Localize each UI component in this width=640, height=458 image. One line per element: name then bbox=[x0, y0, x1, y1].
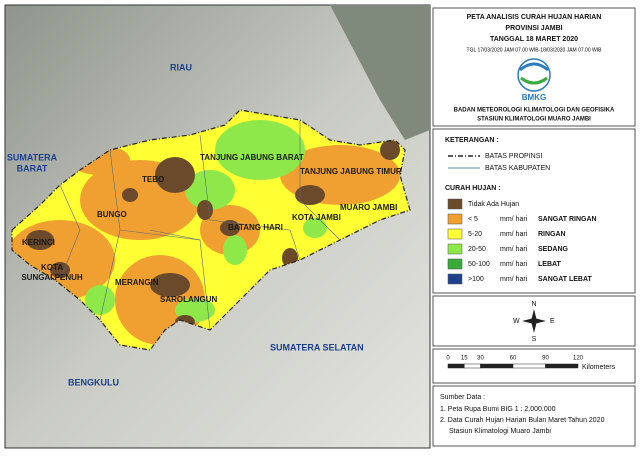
legend-unit: mm/ hari bbox=[500, 246, 528, 253]
legend-swatch bbox=[447, 273, 463, 285]
source-line: Stasiun Klimatologi Muaro Jambi bbox=[449, 428, 551, 435]
legend-range: < 5 bbox=[468, 216, 478, 223]
scale-unit: Kilometers bbox=[582, 364, 616, 371]
legend-swatch bbox=[447, 258, 463, 270]
legend-subtitle: CURAH HUJAN : bbox=[445, 185, 501, 192]
legend-class: RINGAN bbox=[538, 231, 566, 238]
scale-segment bbox=[480, 363, 514, 369]
title: PROVINSI JAMBI bbox=[505, 25, 562, 32]
source-box bbox=[432, 385, 636, 447]
legend-entry: BATAS KABUPATEN bbox=[485, 165, 550, 172]
scale-segment bbox=[464, 363, 481, 369]
legend-class: SANGAT LEBAT bbox=[538, 276, 593, 283]
label: BUNGO bbox=[97, 210, 127, 219]
title: PETA ANALISIS CURAH HUJAN HARIAN bbox=[467, 14, 602, 21]
legend-range: 50-100 bbox=[468, 261, 490, 268]
label: TANJUNG JABUNG BARAT bbox=[200, 153, 304, 162]
legend-class: SEDANG bbox=[538, 246, 569, 253]
legend-range: Tidak Ada Hujan bbox=[468, 201, 519, 208]
scale-label: 120 bbox=[573, 356, 584, 362]
legend-range: 20-50 bbox=[468, 246, 486, 253]
label: MERANGIN bbox=[115, 278, 159, 287]
label: SUNGAI PENUH bbox=[21, 273, 83, 282]
legend-class: LEBAT bbox=[538, 261, 562, 268]
scale-label: 0 bbox=[446, 356, 450, 362]
logo: BMKG bbox=[517, 58, 551, 102]
scale-label: 90 bbox=[542, 356, 549, 362]
compass-e: E bbox=[550, 318, 555, 325]
legend-unit: mm/ hari bbox=[500, 216, 528, 223]
legend-swatch bbox=[447, 228, 463, 240]
label: SUMATERA SELATAN bbox=[270, 342, 364, 352]
label: SAROLANGUN bbox=[160, 295, 218, 304]
agency: BADAN METEOROLOGI KLIMATOLOGI DAN GEOFIS… bbox=[454, 108, 615, 114]
legend-title: KETERANGAN : bbox=[445, 137, 499, 144]
legend-swatch bbox=[447, 198, 463, 210]
scale-label: 15 bbox=[461, 356, 468, 362]
source-title: Sumber Data : bbox=[440, 394, 485, 401]
legend-swatch bbox=[447, 213, 463, 225]
label: KERINCI bbox=[22, 238, 55, 247]
compass-s: S bbox=[532, 336, 537, 343]
compass-w: W bbox=[513, 318, 520, 325]
compass-n: N bbox=[531, 301, 536, 308]
scale-segment bbox=[545, 363, 579, 369]
label: BARAT bbox=[17, 163, 48, 173]
label: RIAU bbox=[170, 62, 192, 72]
agency: STASIUN KLIMATOLOGI MUARO JAMBI bbox=[477, 117, 591, 123]
label: KOTA JAMBI bbox=[292, 213, 341, 222]
map-labels: RIAU SUMATERA BARAT TANJUNG JABUNG BARAT… bbox=[7, 62, 402, 387]
label: MUARO JAMBI bbox=[340, 203, 397, 212]
legend-class: SANGAT RINGAN bbox=[538, 216, 597, 223]
label: BATANG HARI bbox=[228, 223, 283, 232]
legend-unit: mm/ hari bbox=[500, 231, 528, 238]
source-line: 2. Data Curah Hujan Harian Bulan Maret T… bbox=[440, 417, 605, 424]
scale-segment bbox=[447, 363, 465, 369]
legend-swatch bbox=[447, 243, 463, 255]
title: TANGGAL 18 MARET 2020 bbox=[490, 36, 578, 43]
compass: N E S W bbox=[513, 301, 555, 343]
label: KOTA bbox=[41, 263, 63, 272]
legend-range: >100 bbox=[468, 276, 484, 283]
terrain bbox=[330, 5, 430, 140]
legend-range: 5-20 bbox=[468, 231, 482, 238]
label: TANJUNG JABUNG TIMUR bbox=[300, 167, 402, 176]
source-line: 1. Peta Rupa Bumi BIG 1 : 2.000.000 bbox=[440, 406, 556, 413]
legend-entry: BATAS PROPINSI bbox=[485, 153, 542, 160]
scale-label: 30 bbox=[477, 356, 484, 362]
legend-unit: mm/ hari bbox=[500, 276, 528, 283]
legend-box bbox=[432, 128, 636, 294]
label: TEBO bbox=[142, 175, 164, 184]
logo-text: BMKG bbox=[522, 93, 546, 102]
label: SUMATERA bbox=[7, 152, 58, 162]
scale-label: 60 bbox=[510, 356, 517, 362]
scale-segment bbox=[512, 363, 546, 369]
period: TGL 17/03/2020 JAM 07.00 WIB-18/03/2020 … bbox=[467, 47, 603, 53]
label: BENGKULU bbox=[68, 377, 119, 387]
scale-bar: 0 15 30 60 90 120 Kilometers bbox=[446, 356, 615, 371]
legend-unit: mm/ hari bbox=[500, 261, 528, 268]
